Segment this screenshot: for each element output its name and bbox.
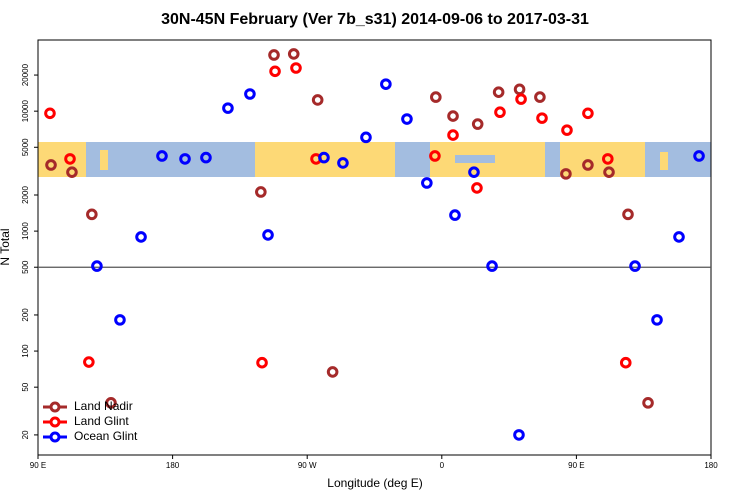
y-tick-label: 5000 xyxy=(21,138,30,156)
point xyxy=(561,124,573,136)
point xyxy=(429,150,441,162)
x-tick-label: 90 E xyxy=(30,461,46,470)
point xyxy=(64,153,76,165)
point xyxy=(311,94,324,106)
point xyxy=(449,209,461,221)
point xyxy=(45,159,57,171)
x-tick-label: 90 W xyxy=(298,461,317,470)
point xyxy=(44,107,56,120)
legend-label: Land Glint xyxy=(74,414,129,428)
point xyxy=(337,157,349,169)
point xyxy=(401,113,413,125)
point xyxy=(693,150,705,162)
point xyxy=(447,129,459,141)
x-axis-label: Longitude (deg E) xyxy=(327,476,422,490)
point xyxy=(91,260,103,272)
point xyxy=(513,83,526,96)
point xyxy=(622,208,634,221)
x-tick-label: 0 xyxy=(440,461,445,470)
point xyxy=(86,208,98,221)
y-tick-label: 10000 xyxy=(21,99,30,122)
point xyxy=(486,260,498,272)
point xyxy=(494,106,506,119)
point xyxy=(447,110,459,122)
point xyxy=(66,166,78,178)
y-tick-label: 50 xyxy=(21,382,30,391)
point xyxy=(603,166,615,178)
point xyxy=(651,314,663,326)
point xyxy=(290,62,302,74)
point xyxy=(536,112,548,124)
legend-label: Ocean Glint xyxy=(74,429,138,443)
point xyxy=(287,48,300,60)
x-tick-label: 180 xyxy=(166,461,180,470)
point xyxy=(222,102,234,114)
x-tick-label: 90 E xyxy=(568,461,584,470)
point xyxy=(513,429,525,441)
point xyxy=(582,107,594,120)
point xyxy=(156,150,168,162)
point xyxy=(471,118,484,130)
point xyxy=(200,151,212,164)
y-tick-label: 20 xyxy=(21,430,30,439)
point xyxy=(326,366,339,378)
point xyxy=(268,49,280,61)
point xyxy=(256,356,268,369)
point xyxy=(255,186,267,198)
point xyxy=(492,86,505,98)
legend-label: Land Nadir xyxy=(74,399,133,413)
point xyxy=(83,356,95,368)
legend-marker xyxy=(49,416,61,428)
y-tick-label: 1000 xyxy=(21,222,30,240)
point xyxy=(642,397,654,409)
point xyxy=(582,159,594,171)
point xyxy=(468,166,480,178)
y-axis-label: N Total xyxy=(0,228,12,265)
y-tick-label: 500 xyxy=(21,260,30,274)
legend-marker xyxy=(49,431,61,443)
point xyxy=(318,151,330,164)
chart-title: 30N-45N February (Ver 7b_s31) 2014-09-06… xyxy=(161,11,589,28)
map-strip xyxy=(38,142,711,177)
point xyxy=(515,93,527,105)
point xyxy=(135,231,147,243)
y-tick-label: 20000 xyxy=(21,63,30,86)
point xyxy=(262,229,274,241)
plot-frame xyxy=(37,39,712,456)
point xyxy=(421,177,433,189)
y-tick-label: 2000 xyxy=(21,186,30,204)
point xyxy=(380,78,392,90)
point xyxy=(360,131,372,144)
point xyxy=(673,231,685,243)
point xyxy=(105,397,117,409)
point xyxy=(269,65,281,78)
point xyxy=(619,356,632,369)
point xyxy=(471,182,483,194)
legend-marker xyxy=(49,401,61,413)
y-tick-label: 100 xyxy=(21,344,30,358)
point xyxy=(629,260,641,272)
point xyxy=(534,91,546,103)
point xyxy=(244,88,256,100)
point xyxy=(114,314,126,326)
point xyxy=(602,153,614,165)
point xyxy=(430,91,442,103)
point xyxy=(179,153,191,165)
point xyxy=(560,168,572,180)
y-tick-label: 200 xyxy=(21,308,30,322)
x-tick-label: 180 xyxy=(704,461,718,470)
